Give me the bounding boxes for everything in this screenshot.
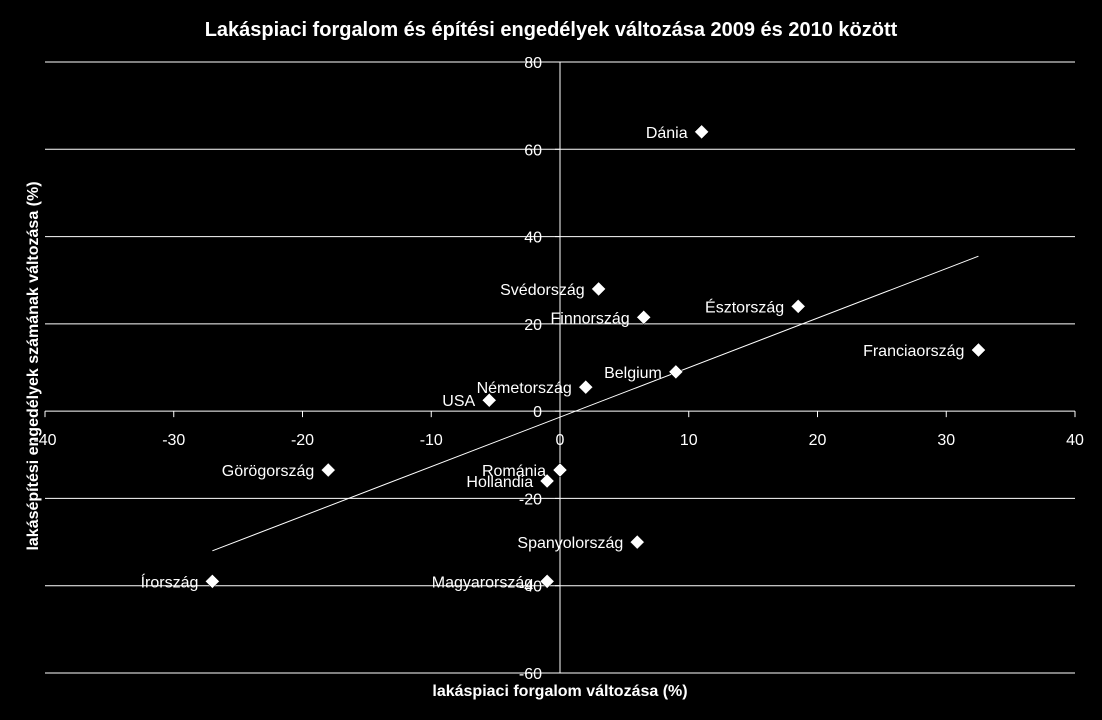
data-point-label: Románia	[482, 463, 546, 480]
trend-layer	[212, 255, 979, 552]
x-axis-label: lakáspiaci forgalom változása (%)	[432, 683, 687, 700]
data-point-label: Írország	[141, 572, 199, 591]
axis-layer: -40 -30 -20 -10 0 10 20 30 40 -60 -40 -20 0 20 40 60 80	[33, 55, 1084, 683]
data-point-label: Spanyolország	[517, 535, 623, 552]
y-tick-label: 80	[524, 55, 542, 72]
x-tick-label: 30	[937, 432, 955, 449]
data-point-label: Hollandia	[466, 474, 533, 491]
data-point-label: USA	[442, 393, 475, 410]
x-tick-label: 20	[809, 432, 827, 449]
data-point-label: Magyarország	[432, 574, 533, 591]
data-point	[481, 392, 497, 408]
data-point-label: Belgium	[604, 365, 662, 382]
data-point	[320, 462, 336, 478]
y-tick-label: 20	[524, 317, 542, 334]
trendline	[212, 255, 979, 552]
data-point	[636, 309, 652, 325]
points-layer: Dánia Svédország Finnország Észtország Franc…	[141, 124, 986, 591]
x-tick-label: -10	[420, 432, 443, 449]
data-point	[971, 342, 986, 358]
x-tick-label: 0	[556, 432, 565, 449]
y-tick-label: 40	[524, 230, 542, 247]
data-point-label: Svédország	[500, 282, 585, 299]
y-axis-label: lakásépítési engedélyek számának változá…	[25, 181, 42, 550]
x-tick-label: -20	[291, 432, 314, 449]
y-tick-label: -60	[519, 666, 542, 683]
data-point	[694, 124, 709, 140]
data-point	[539, 573, 555, 589]
data-point-label: Finnország	[551, 310, 630, 327]
data-point	[668, 364, 684, 380]
x-tick-label: 40	[1066, 432, 1084, 449]
data-point	[591, 281, 606, 297]
data-point	[539, 473, 555, 489]
data-point	[552, 462, 568, 478]
chart-title: Lakáspiaci forgalom és építési engedélye…	[205, 19, 898, 41]
y-tick-label: -20	[519, 491, 542, 508]
y-tick-label: 60	[524, 142, 542, 159]
data-point	[578, 379, 594, 395]
x-tick-label: 10	[680, 432, 698, 449]
data-point-label: Észtország	[705, 297, 784, 316]
data-point-label: Görögország	[222, 463, 315, 480]
x-tick-label: -40	[33, 432, 56, 449]
x-tick-label: -30	[162, 432, 185, 449]
data-point-label: Dánia	[646, 125, 688, 142]
y-tick-label: 0	[533, 404, 542, 421]
data-point	[790, 299, 806, 314]
data-point	[629, 534, 645, 550]
y-tick-label: -40	[519, 579, 542, 596]
data-point-label: Franciaország	[863, 343, 964, 360]
data-point-label: Németország	[477, 380, 572, 397]
data-point	[205, 573, 220, 589]
